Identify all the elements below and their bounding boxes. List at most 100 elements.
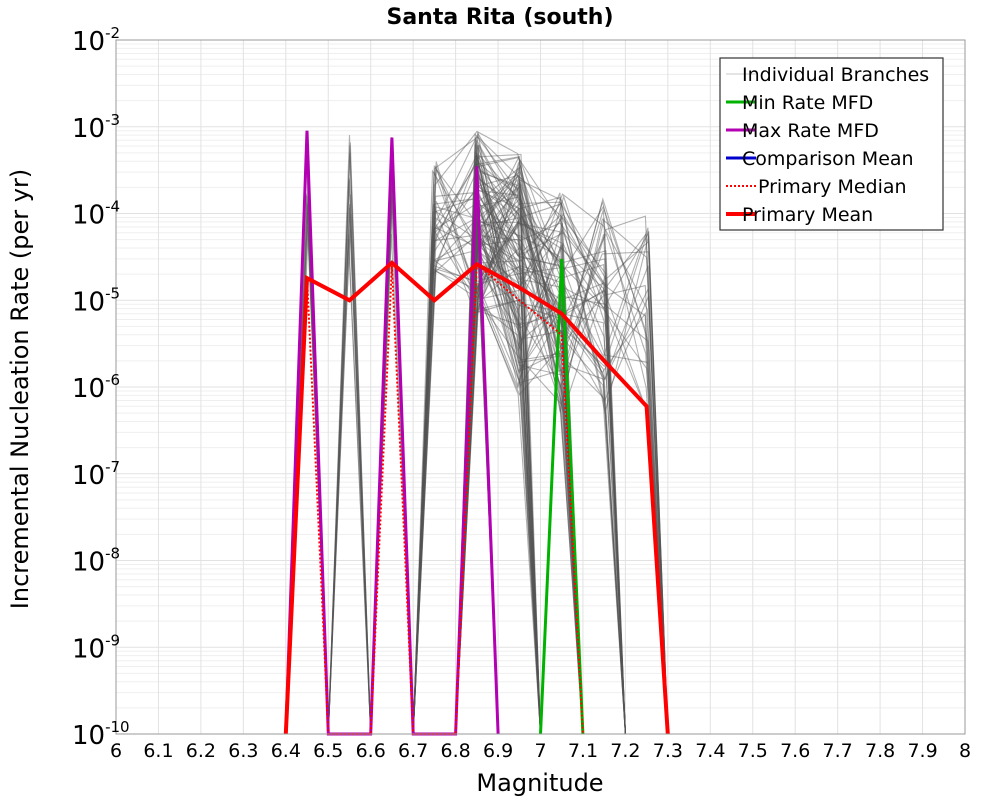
- branch-line: [412, 210, 669, 735]
- branch-line: [455, 238, 626, 735]
- legend-box: [719, 57, 944, 231]
- series-primary-mean: [283, 260, 670, 735]
- y-tick-label: 10-4: [72, 198, 120, 231]
- branch-line: [455, 294, 542, 735]
- branch-line: [412, 206, 669, 735]
- branch-line: [455, 299, 542, 735]
- branch-line: [412, 221, 584, 735]
- branch-line: [327, 207, 372, 735]
- x-tick-label: 6.2: [186, 740, 216, 762]
- branch-line: [412, 188, 626, 735]
- x-tick-label: 6.3: [228, 740, 258, 762]
- branch-line: [412, 200, 584, 735]
- branch-line: [412, 190, 542, 735]
- branch-line: [412, 225, 542, 735]
- branch-line: [455, 298, 542, 735]
- x-tick-label: 7.6: [780, 740, 810, 762]
- branch-line: [455, 194, 626, 735]
- x-tick-label: 6.8: [440, 740, 470, 762]
- grid: [115, 39, 966, 735]
- y-axis-label: Incremental Nucleation Rate (per yr): [6, 169, 34, 609]
- branch-line: [412, 156, 626, 735]
- branch-line: [455, 247, 584, 735]
- x-axis-label: Magnitude: [476, 769, 603, 797]
- branch-line: [412, 201, 669, 735]
- branch-line: [412, 153, 542, 735]
- branch-line: [412, 191, 626, 735]
- x-tick-label: 6.5: [313, 740, 343, 762]
- legend-entry: Primary Mean: [742, 204, 873, 226]
- x-tick-label: 6.7: [398, 740, 428, 762]
- branch-line: [412, 136, 669, 735]
- branch-line: [412, 171, 626, 735]
- branch-line: [412, 155, 542, 735]
- x-tick-label: 7.3: [653, 740, 683, 762]
- y-tick-label: 10-5: [72, 284, 120, 317]
- x-tick-label: 6.4: [271, 740, 301, 762]
- x-tick-label: 7.2: [610, 740, 640, 762]
- branch-line: [455, 181, 669, 735]
- branch-line: [412, 156, 584, 735]
- x-tick-label: 7.4: [695, 740, 725, 762]
- branch-line: [327, 234, 372, 735]
- branch-line: [412, 130, 584, 735]
- branch-line: [327, 153, 372, 735]
- legend-entry: Comparison Mean: [742, 148, 914, 170]
- branch-line: [455, 140, 626, 735]
- legend-entry: Min Rate MFD: [742, 92, 873, 114]
- branch-line: [455, 175, 626, 735]
- y-tick-label: 10-2: [72, 24, 120, 57]
- branch-line: [412, 156, 584, 735]
- branch-line: [412, 217, 669, 735]
- branch-line: [412, 222, 669, 735]
- y-tick-label: 10-3: [72, 111, 120, 144]
- branch-line: [455, 230, 542, 735]
- x-tick-label: 7.9: [907, 740, 937, 762]
- x-tick-label: 7: [534, 740, 546, 762]
- chart-title: Santa Rita (south): [386, 5, 613, 30]
- branch-line: [327, 214, 372, 735]
- branch-line: [412, 161, 584, 735]
- series-max-rate-mfd: [284, 130, 500, 736]
- branch-line: [327, 180, 372, 735]
- branch-line: [412, 174, 626, 735]
- plot-frame: [115, 39, 966, 735]
- x-tick-label: 7.1: [568, 740, 598, 762]
- x-tick-label: 6.1: [143, 740, 173, 762]
- branch-line: [412, 270, 626, 735]
- branch-line: [327, 134, 372, 735]
- branch-line: [412, 193, 669, 735]
- series-min-rate-mfd: [539, 258, 585, 735]
- x-tick-label: 8: [959, 740, 971, 762]
- y-tick-label: 10-9: [72, 631, 120, 664]
- branch-line: [412, 161, 626, 735]
- y-axis-ticks: 10-10 10-9 10-8 10-7 10-6 10-5 10-4 10-3 10-2: [72, 24, 130, 751]
- branch-line: [412, 159, 626, 735]
- branch-line: [412, 234, 542, 735]
- y-tick-label: 10-7: [72, 458, 120, 491]
- branch-line: [412, 154, 542, 735]
- legend-entry: Primary Median: [758, 176, 907, 198]
- branch-line: [327, 142, 372, 735]
- branch-line: [327, 145, 372, 735]
- branch-line: [327, 204, 372, 735]
- y-tick-label: 10-10: [72, 718, 130, 751]
- branch-line: [327, 194, 372, 735]
- branch-line: [412, 226, 584, 735]
- x-tick-label: 6: [110, 740, 122, 762]
- x-tick-label: 6.9: [483, 740, 513, 762]
- branch-line: [455, 309, 542, 735]
- legend-entry: Individual Branches: [742, 64, 929, 86]
- branch-line: [327, 239, 372, 735]
- y-tick-label: 10-8: [72, 545, 120, 578]
- legend-entry: Max Rate MFD: [742, 120, 879, 142]
- branch-line: [412, 197, 584, 735]
- x-tick-label: 7.8: [865, 740, 895, 762]
- x-tick-label: 7.5: [738, 740, 768, 762]
- branch-line: [455, 218, 542, 735]
- branch-line: [327, 229, 372, 735]
- x-tick-label: 7.7: [823, 740, 853, 762]
- branch-line: [455, 153, 669, 735]
- branch-line: [455, 196, 669, 735]
- branch-line: [412, 218, 626, 735]
